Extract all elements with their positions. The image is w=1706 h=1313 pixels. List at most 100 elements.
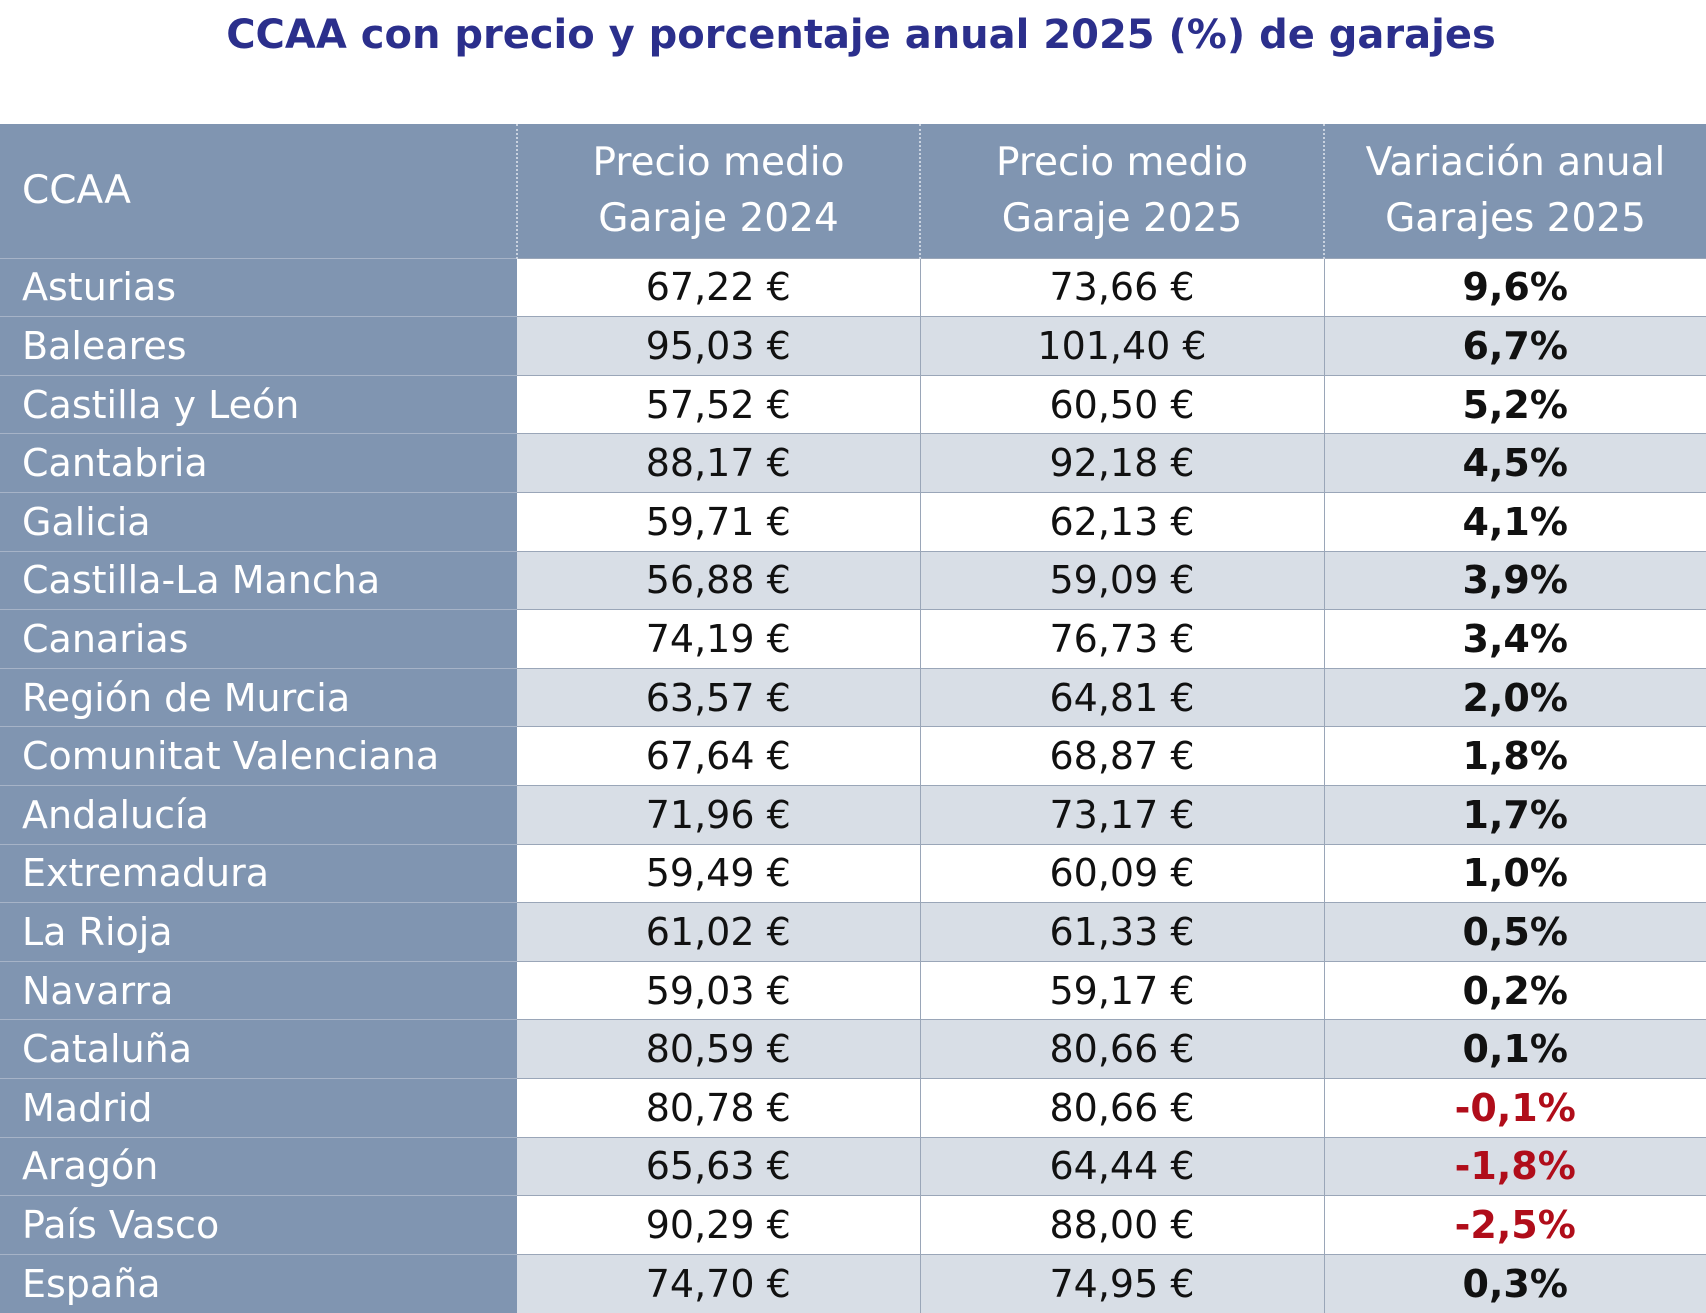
cell-precio-2024: 61,02 € bbox=[517, 902, 921, 962]
cell-variacion: 9,6% bbox=[1324, 257, 1706, 317]
cell-variacion: 1,0% bbox=[1324, 843, 1706, 903]
cell-variacion: 6,7% bbox=[1324, 316, 1706, 376]
cell-ccaa: Extremadura bbox=[0, 843, 517, 903]
cell-precio-2025: 88,00 € bbox=[920, 1195, 1325, 1255]
cell-precio-2024: 74,19 € bbox=[517, 609, 921, 669]
cell-precio-2025: 62,13 € bbox=[920, 491, 1325, 552]
header-precio-2024: Precio medio Garaje 2024 bbox=[517, 124, 921, 258]
garage-price-table: CCAA Precio medio Garaje 2024 Precio med… bbox=[0, 124, 1706, 1313]
cell-precio-2024: 71,96 € bbox=[517, 784, 921, 845]
cell-precio-2025: 76,73 € bbox=[920, 609, 1325, 669]
cell-variacion: 0,3% bbox=[1324, 1253, 1706, 1313]
cell-precio-2024: 80,59 € bbox=[517, 1019, 921, 1079]
cell-variacion: 0,5% bbox=[1324, 902, 1706, 962]
cell-precio-2025: 101,40 € bbox=[920, 316, 1325, 376]
cell-variacion: 0,2% bbox=[1324, 960, 1706, 1020]
cell-precio-2024: 59,49 € bbox=[517, 843, 921, 903]
header-variacion: Variación anual Garajes 2025 bbox=[1324, 124, 1706, 258]
cell-ccaa: Cataluña bbox=[0, 1019, 517, 1079]
cell-precio-2025: 64,44 € bbox=[920, 1136, 1325, 1196]
cell-precio-2025: 74,95 € bbox=[920, 1253, 1325, 1313]
cell-precio-2025: 92,18 € bbox=[920, 433, 1325, 493]
cell-precio-2025: 68,87 € bbox=[920, 726, 1325, 786]
cell-ccaa: Andalucía bbox=[0, 784, 517, 845]
cell-precio-2025: 59,09 € bbox=[920, 550, 1325, 610]
table-row: Navarra 59,03 €59,17 €0,2% bbox=[0, 960, 1706, 1020]
cell-precio-2025: 60,50 € bbox=[920, 374, 1325, 434]
cell-variacion: 3,9% bbox=[1324, 550, 1706, 610]
cell-variacion: 5,2% bbox=[1324, 374, 1706, 434]
table-row: España 74,70 €74,95 €0,3% bbox=[0, 1253, 1706, 1313]
cell-precio-2024: 80,78 € bbox=[517, 1078, 921, 1138]
cell-ccaa: Navarra bbox=[0, 960, 517, 1020]
cell-precio-2024: 56,88 € bbox=[517, 550, 921, 610]
table-row: País Vasco 90,29 €88,00 € -2,5% bbox=[0, 1195, 1706, 1255]
cell-variacion: 1,8% bbox=[1324, 726, 1706, 786]
cell-variacion: -2,5% bbox=[1324, 1195, 1706, 1255]
cell-variacion: 0,1% bbox=[1324, 1019, 1706, 1079]
cell-ccaa: La Rioja bbox=[0, 902, 517, 962]
cell-ccaa: Cantabria bbox=[0, 433, 517, 493]
cell-ccaa: Canarias bbox=[0, 609, 517, 669]
cell-precio-2025: 61,33 € bbox=[920, 902, 1325, 962]
header-precio-2025-line1: Precio medio bbox=[996, 139, 1248, 185]
cell-precio-2025: 64,81 € bbox=[920, 667, 1325, 727]
table-row: Andalucía 71,96 €73,17 €1,7% bbox=[0, 784, 1706, 845]
cell-precio-2025: 80,66 € bbox=[920, 1078, 1325, 1138]
cell-ccaa: Región de Murcia bbox=[0, 667, 517, 727]
cell-ccaa: País Vasco bbox=[0, 1195, 517, 1255]
cell-precio-2024: 95,03 € bbox=[517, 316, 921, 376]
table-row: Asturias 67,22 €73,66 €9,6% bbox=[0, 257, 1706, 317]
cell-precio-2025: 73,17 € bbox=[920, 784, 1325, 845]
header-variacion-line1: Variación anual bbox=[1365, 139, 1666, 185]
cell-precio-2024: 90,29 € bbox=[517, 1195, 921, 1255]
cell-precio-2025: 80,66 € bbox=[920, 1019, 1325, 1079]
cell-precio-2025: 73,66 € bbox=[920, 257, 1325, 317]
cell-precio-2024: 65,63 € bbox=[517, 1136, 921, 1196]
cell-variacion: 4,5% bbox=[1324, 433, 1706, 493]
table-row: Canarias 74,19 €76,73 €3,4% bbox=[0, 609, 1706, 669]
header-precio-2025: Precio medio Garaje 2025 bbox=[920, 124, 1325, 258]
cell-precio-2024: 74,70 € bbox=[517, 1253, 921, 1313]
table-row: Extremadura 59,49 €60,09 €1,0% bbox=[0, 843, 1706, 903]
cell-ccaa: Aragón bbox=[0, 1136, 517, 1196]
cell-precio-2024: 59,71 € bbox=[517, 491, 921, 552]
header-precio-2024-line2: Garaje 2024 bbox=[598, 195, 839, 241]
table-row: Madrid 80,78 €80,66 € -0,1% bbox=[0, 1078, 1706, 1138]
cell-precio-2025: 60,09 € bbox=[920, 843, 1325, 903]
cell-precio-2024: 57,52 € bbox=[517, 374, 921, 434]
cell-ccaa: España bbox=[0, 1253, 517, 1313]
table-row: Cataluña 80,59 €80,66 €0,1% bbox=[0, 1019, 1706, 1079]
header-precio-2025-line2: Garaje 2025 bbox=[1001, 195, 1243, 241]
cell-precio-2024: 88,17 € bbox=[517, 433, 921, 493]
table-row: Cantabria 88,17 €92,18 €4,5% bbox=[0, 433, 1706, 493]
table-row: Comunitat Valenciana 67,64 €68,87 €1,8% bbox=[0, 726, 1706, 786]
cell-variacion: -1,8% bbox=[1324, 1136, 1706, 1196]
cell-variacion: -0,1% bbox=[1324, 1078, 1706, 1138]
table-row: Aragón 65,63 €64,44 € -1,8% bbox=[0, 1136, 1706, 1196]
table-row: Región de Murcia 63,57 €64,81 €2,0% bbox=[0, 667, 1706, 727]
header-ccaa: CCAA bbox=[0, 124, 518, 258]
cell-precio-2025: 59,17 € bbox=[920, 960, 1325, 1020]
table-row: Castilla-La Mancha 56,88 €59,09 €3,9% bbox=[0, 550, 1706, 610]
table-body: Asturias 67,22 €73,66 €9,6% Baleares 95,03 … bbox=[0, 257, 1706, 1313]
cell-variacion: 1,7% bbox=[1324, 784, 1706, 845]
header-variacion-line2: Garajes 2025 bbox=[1385, 195, 1646, 241]
cell-ccaa: Madrid bbox=[0, 1078, 517, 1138]
cell-precio-2024: 59,03 € bbox=[517, 960, 921, 1020]
cell-ccaa: Castilla y León bbox=[0, 374, 517, 434]
cell-precio-2024: 67,22 € bbox=[517, 257, 921, 317]
cell-ccaa: Castilla-La Mancha bbox=[0, 550, 517, 610]
cell-ccaa: Comunitat Valenciana bbox=[0, 726, 517, 786]
table-row: La Rioja 61,02 €61,33 €0,5% bbox=[0, 902, 1706, 962]
table-row: Castilla y León 57,52 €60,50 €5,2% bbox=[0, 374, 1706, 434]
page-title: CCAA con precio y porcentaje anual 2025 … bbox=[226, 12, 1496, 58]
cell-variacion: 3,4% bbox=[1324, 609, 1706, 669]
cell-variacion: 2,0% bbox=[1324, 667, 1706, 727]
cell-variacion: 4,1% bbox=[1324, 491, 1706, 552]
header-ccaa-label: CCAA bbox=[22, 167, 131, 213]
cell-precio-2024: 67,64 € bbox=[517, 726, 921, 786]
table-row: Baleares 95,03 €101,40 €6,7% bbox=[0, 316, 1706, 376]
table-header-row: CCAA Precio medio Garaje 2024 Precio med… bbox=[0, 124, 1706, 258]
cell-ccaa: Asturias bbox=[0, 257, 517, 317]
